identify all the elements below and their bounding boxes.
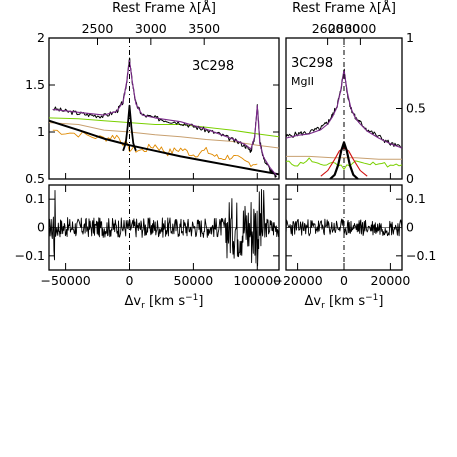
right-bottom-xlabel: Δvr [km s−1] bbox=[305, 293, 384, 311]
rt-ytick-label: 1 bbox=[406, 30, 414, 45]
lb-ytick-label: −0.1 bbox=[15, 248, 45, 263]
rb-ytick-label: 0.1 bbox=[406, 191, 426, 206]
lt-model-fit bbox=[52, 60, 277, 176]
lt-spectrum bbox=[52, 57, 277, 178]
rt-narrow-component bbox=[286, 155, 402, 160]
lb-xtick-label: −50000 bbox=[40, 273, 90, 288]
lt-narrow-component bbox=[48, 122, 280, 149]
lt-ytick-label: 0.5 bbox=[25, 171, 45, 186]
rt-top-tick-label: 2600 bbox=[312, 21, 344, 36]
rb-ytick-label: 0 bbox=[406, 220, 414, 235]
rb-ytick-label: −0.1 bbox=[406, 248, 436, 263]
lb-xtick-label: 50000 bbox=[174, 273, 214, 288]
lt-balmer-component bbox=[48, 117, 280, 138]
right-top-annotation-2: MgII bbox=[291, 75, 314, 88]
lt-ytick-label: 2 bbox=[37, 30, 45, 45]
left-bottom-xlabel: Δvr [km s−1] bbox=[125, 293, 204, 311]
lb-residuals bbox=[48, 189, 280, 267]
lt-ytick-label: 1.5 bbox=[25, 77, 45, 92]
lb-ytick-label: 0 bbox=[37, 220, 45, 235]
lt-top-tick-label: 2500 bbox=[82, 21, 114, 36]
lt-top-tick-label: 3000 bbox=[135, 21, 167, 36]
rb-xtick-label: −20000 bbox=[272, 273, 322, 288]
rb-xtick-label: 0 bbox=[340, 273, 348, 288]
right-top-annotation: 3C298 bbox=[291, 56, 333, 71]
lb-xtick-label: 100000 bbox=[233, 273, 281, 288]
left-bottom-plot: −0.1 0 0.1 −50000 0 50000 100000 bbox=[15, 185, 281, 288]
right-top-axis-title: Rest Frame λ[Å] bbox=[292, 0, 396, 16]
left-top-annotation: 3C298 bbox=[192, 59, 234, 74]
left-top-plot: 0.5 1 1.5 2 2500 3000 3500 bbox=[25, 21, 280, 186]
lb-xtick-label: 0 bbox=[126, 273, 134, 288]
lt-ytick-label: 1 bbox=[37, 124, 45, 139]
rt-balmer-component bbox=[285, 157, 403, 170]
rb-xtick-label: 20000 bbox=[371, 273, 411, 288]
left-top-frame bbox=[48, 37, 280, 180]
lt-powerlaw-continuum bbox=[48, 119, 280, 176]
rt-top-tick-label: 3000 bbox=[344, 21, 376, 36]
lb-ytick-label: 0.1 bbox=[25, 191, 45, 206]
rt-top-tick-label: 2800 bbox=[328, 21, 360, 36]
lt-iron-component bbox=[52, 129, 258, 168]
rt-ytick-label: 0.5 bbox=[406, 101, 426, 116]
lt-mgii-line bbox=[122, 104, 137, 152]
lt-top-tick-label: 3500 bbox=[188, 21, 220, 36]
left-top-axis-title: Rest Frame λ[Å] bbox=[112, 0, 216, 16]
right-bottom-plot: −0.1 0 0.1 −20000 0 20000 bbox=[272, 185, 436, 288]
rt-ytick-label: 0 bbox=[406, 171, 414, 186]
